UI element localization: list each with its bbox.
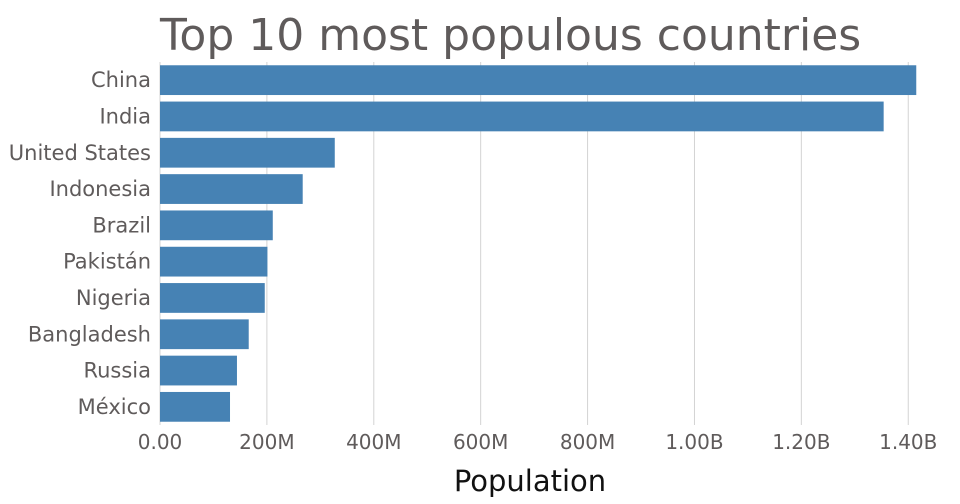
- category-label: Bangladesh: [28, 322, 151, 346]
- category-label: India: [99, 104, 151, 128]
- category-label: China: [91, 68, 151, 92]
- bar: [160, 391, 231, 422]
- bar: [160, 137, 335, 168]
- bar: [160, 355, 237, 386]
- x-tick-label: 800M: [560, 430, 615, 454]
- chart-title: Top 10 most populous countries: [159, 10, 861, 61]
- bars: [160, 65, 917, 422]
- x-tick-labels: 0.00 200M 400M 600M 800M 1.00B 1.20B 1.40B: [138, 430, 938, 454]
- category-label: Pakistán: [63, 250, 151, 274]
- bar: [160, 65, 917, 96]
- x-tick-label: 400M: [346, 430, 401, 454]
- x-tick-label: 1.20B: [772, 430, 830, 454]
- x-tick-label: 0.00: [138, 430, 183, 454]
- category-label: Russia: [83, 359, 151, 383]
- x-tick-label: 200M: [239, 430, 294, 454]
- category-label: United States: [9, 141, 151, 165]
- bar: [160, 319, 249, 350]
- bar: [160, 101, 884, 132]
- bar: [160, 210, 273, 241]
- bar: [160, 283, 265, 313]
- x-tick-label: 600M: [453, 430, 508, 454]
- x-tick-label: 1.40B: [879, 430, 937, 454]
- x-tick-label: 1.00B: [665, 430, 723, 454]
- bar: [160, 174, 303, 204]
- category-label: México: [78, 395, 151, 419]
- category-label: Brazil: [92, 213, 151, 237]
- x-axis-title: Population: [454, 464, 606, 498]
- category-label: Indonesia: [49, 177, 151, 201]
- category-labels: China India United States Indonesia Brazil Pa…: [9, 68, 151, 419]
- category-label: Nigeria: [76, 286, 151, 310]
- bar: [160, 246, 268, 277]
